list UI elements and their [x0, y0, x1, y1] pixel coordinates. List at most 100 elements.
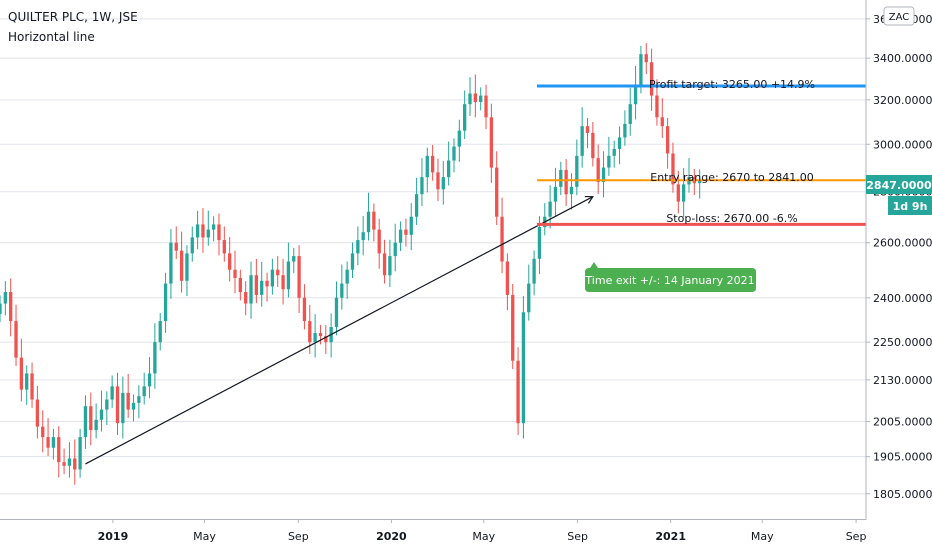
price-tick-label: 3400.0000: [873, 52, 932, 65]
candle-body: [30, 373, 34, 400]
time-exit-bubble: [585, 262, 756, 292]
candle-body: [596, 158, 600, 182]
candle-body: [366, 211, 371, 233]
candle-body: [644, 54, 648, 63]
candle-body: [698, 180, 702, 184]
candle-body: [414, 194, 419, 217]
time-tick-label: May: [193, 530, 216, 543]
candle-body: [479, 95, 483, 103]
time-exit-annotation[interactable]: Time exit +/-: 14 January 2021: [584, 262, 756, 292]
candle-body: [153, 342, 157, 374]
candle-body: [174, 242, 178, 251]
candle-body: [308, 321, 312, 343]
candle-body: [35, 399, 40, 427]
price-tick-label: 1805.0000: [873, 488, 932, 501]
candle-body: [57, 437, 61, 463]
candle-body: [425, 155, 429, 178]
candle-body: [457, 130, 461, 147]
candle-body: [206, 229, 210, 238]
candle-body: [276, 269, 280, 276]
candle-body: [115, 386, 120, 424]
candle-body: [420, 177, 424, 195]
countdown-value: 1d 9h: [893, 200, 928, 213]
price-tick-label: 2250.0000: [873, 336, 932, 349]
countdown-badge-bg: [888, 196, 932, 215]
candle-body: [527, 283, 531, 313]
candle-body: [142, 386, 146, 397]
candle-body: [345, 269, 349, 284]
candle-body: [46, 437, 50, 448]
profit-target-label: Profit target: 3265.00 +14.9%: [649, 78, 815, 91]
candle-body: [19, 357, 24, 390]
candle-body: [78, 437, 82, 470]
candle-body: [14, 321, 18, 358]
time-tick-label: Sep: [846, 530, 867, 543]
grid-layer: [0, 18, 866, 495]
candle-body: [484, 95, 488, 118]
candle-body: [548, 201, 552, 217]
candle-body: [105, 399, 109, 410]
candle-body: [623, 123, 627, 138]
candle-body: [468, 93, 472, 105]
currency-badge-label: ZAC: [889, 12, 910, 23]
candle-body: [73, 458, 77, 470]
candle-body: [147, 373, 152, 387]
candle-body: [532, 258, 536, 284]
candles-layer: [0, 43, 702, 485]
candle-body: [83, 406, 88, 438]
time-tick-label: Sep: [567, 530, 588, 543]
candle-body: [665, 126, 670, 154]
time-axis[interactable]: 2019 May Sep 2020 May Sep 2021 May Sep: [98, 519, 867, 543]
candle-body: [211, 224, 216, 230]
candle-body: [281, 275, 285, 290]
candle-body: [260, 280, 264, 295]
price-tick-label: 2600.0000: [873, 237, 932, 250]
candle-body: [372, 211, 376, 230]
candle-body: [222, 240, 226, 254]
trendline-arrow-icon: [584, 195, 594, 204]
price-tick-label: 3200.0000: [873, 94, 932, 107]
time-tick-label: May: [751, 530, 774, 543]
candle-body: [612, 148, 616, 156]
entry-range-label: Entry range: 2670 to 2841.00: [650, 171, 813, 184]
price-axis[interactable]: 3600.00003400.00003200.00003000.00002800…: [866, 13, 932, 501]
candle-body: [158, 321, 162, 343]
candle-body: [398, 229, 403, 243]
candle-body: [137, 396, 141, 403]
trendline[interactable]: [85, 196, 594, 465]
candle-body: [270, 269, 275, 287]
price-tick-label: 3000.0000: [873, 138, 932, 151]
time-tick-label: 2020: [376, 530, 407, 543]
candle-body: [62, 462, 66, 466]
candle-body: [163, 283, 168, 322]
candle-body: [233, 269, 237, 278]
price-tick-label: 2400.0000: [873, 292, 932, 305]
candle-body: [292, 256, 296, 262]
candle-body: [99, 409, 104, 420]
candle-body: [660, 117, 664, 127]
candle-body: [228, 253, 232, 270]
candle-body: [489, 117, 494, 168]
candle-body: [452, 146, 456, 161]
candle-body: [185, 253, 189, 281]
candle-body: [169, 242, 173, 284]
candle-body: [382, 253, 387, 276]
price-tick-label: 1905.0000: [873, 451, 932, 464]
candle-body: [564, 169, 568, 195]
price-tick-label: 2130.0000: [873, 374, 932, 387]
candle-body: [393, 242, 397, 257]
time-tick-label: Sep: [288, 530, 309, 543]
candle-body: [404, 229, 408, 235]
candle-body: [521, 312, 526, 424]
candle-body: [377, 229, 381, 254]
candle-body: [580, 126, 584, 156]
candle-body: [601, 167, 606, 182]
candle-body: [617, 137, 622, 149]
candle-body: [121, 392, 125, 424]
time-tick-label: May: [472, 530, 495, 543]
candle-body: [649, 62, 654, 96]
candle-body: [94, 419, 98, 431]
candle-body: [249, 275, 253, 304]
chart-subtitle: Horizontal line: [8, 30, 95, 44]
currency-badge[interactable]: ZAC: [883, 6, 915, 26]
